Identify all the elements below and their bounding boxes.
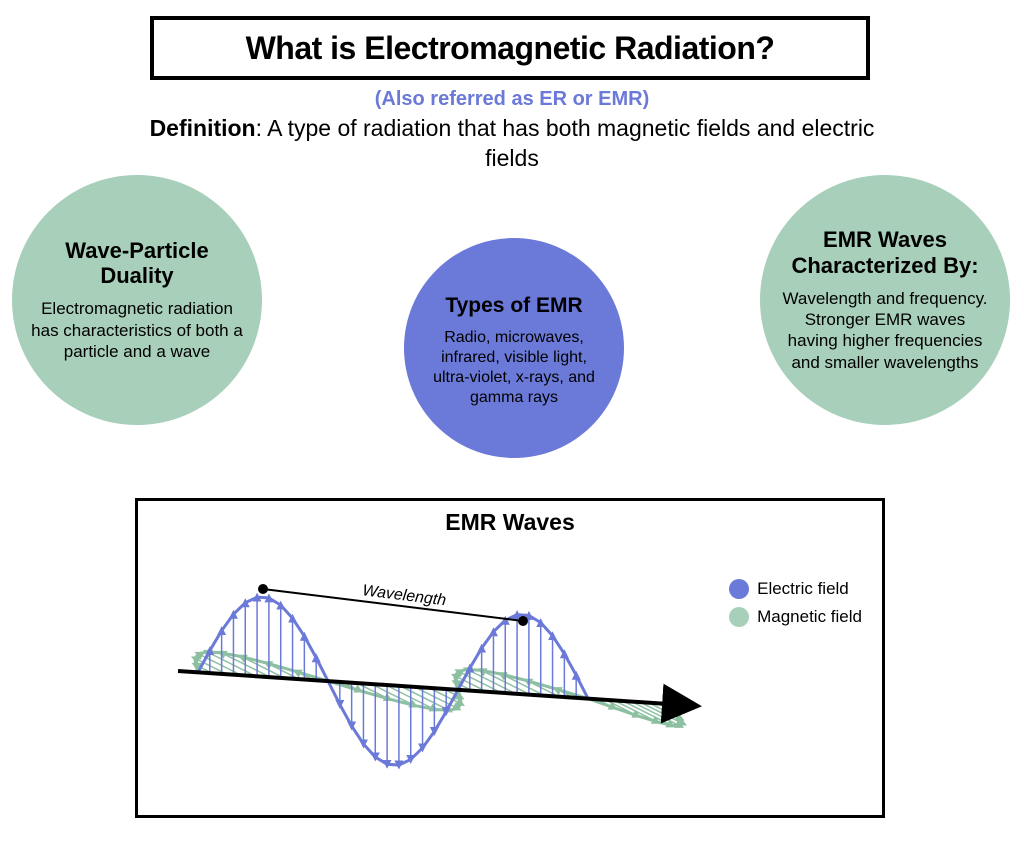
svg-text:Wavelength: Wavelength: [361, 582, 447, 609]
page-title: What is Electromagnetic Radiation?: [246, 30, 775, 67]
legend-electric-label: Electric field: [757, 579, 849, 599]
definition-label: Definition: [150, 115, 256, 141]
legend-electric-dot: [729, 579, 749, 599]
legend-magnetic-label: Magnetic field: [757, 607, 862, 627]
definition: Definition: A type of radiation that has…: [140, 114, 884, 174]
legend-magnetic: Magnetic field: [729, 607, 862, 627]
circle-left-body: Electromagnetic radiation has characteri…: [30, 298, 244, 362]
circle-wave-particle: Wave-Particle Duality Electromagnetic ra…: [12, 175, 262, 425]
circle-types-emr: Types of EMR Radio, microwaves, infrared…: [404, 238, 624, 458]
legend-magnetic-dot: [729, 607, 749, 627]
title-box: What is Electromagnetic Radiation?: [150, 16, 870, 80]
waves-legend: Electric field Magnetic field: [729, 579, 862, 635]
circle-characterized-by: EMR Waves Characterized By: Wavelength a…: [760, 175, 1010, 425]
circle-left-heading: Wave-Particle Duality: [30, 238, 244, 289]
circle-right-body: Wavelength and frequency. Stronger EMR w…: [778, 288, 992, 373]
circle-mid-body: Radio, microwaves, infrared, visible lig…: [422, 328, 606, 408]
emr-waves-box: EMR Waves Electric field Magnetic field …: [135, 498, 885, 818]
waves-diagram: Wavelength: [158, 541, 718, 811]
legend-electric: Electric field: [729, 579, 862, 599]
subtitle: (Also referred as ER or EMR): [0, 88, 1024, 111]
waves-title: EMR Waves: [138, 509, 882, 536]
circle-right-heading: EMR Waves Characterized By:: [778, 227, 992, 278]
circle-mid-heading: Types of EMR: [445, 294, 582, 318]
definition-text: : A type of radiation that has both magn…: [256, 115, 875, 171]
